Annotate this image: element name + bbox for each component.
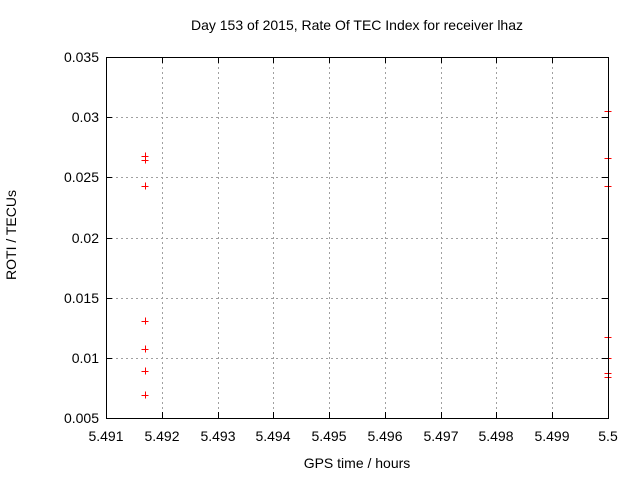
data-point-marker — [141, 367, 149, 375]
y-tick-label: 0.035 — [63, 49, 99, 65]
x-axis-label: GPS time / hours — [303, 455, 411, 471]
y-tick-label: 0.005 — [63, 410, 99, 426]
x-tick-label: 5.497 — [423, 428, 459, 444]
data-point-marker — [141, 391, 149, 399]
x-tick-label: 5.496 — [367, 428, 403, 444]
y-tick-label: 0.02 — [71, 230, 99, 246]
x-tick-label: 5.491 — [88, 428, 124, 444]
data-point-marker — [141, 182, 149, 190]
y-tick-label: 0.025 — [63, 169, 99, 185]
x-tick-label: 5.493 — [200, 428, 236, 444]
x-tick-label: 5.498 — [478, 428, 514, 444]
x-tick-label: 5.5 — [598, 428, 618, 444]
data-point-marker — [141, 317, 149, 325]
data-point-marker — [141, 156, 149, 164]
x-tick-label: 5.495 — [311, 428, 347, 444]
y-tick-label: 0.01 — [71, 350, 99, 366]
x-tick-label: 5.499 — [534, 428, 570, 444]
chart-title: Day 153 of 2015, Rate Of TEC Index for r… — [190, 17, 524, 33]
x-tick-label: 5.492 — [144, 428, 180, 444]
data-point-marker — [141, 345, 149, 353]
y-tick-label: 0.03 — [71, 109, 99, 125]
y-tick-label: 0.015 — [63, 290, 99, 306]
x-tick-label: 5.494 — [255, 428, 291, 444]
